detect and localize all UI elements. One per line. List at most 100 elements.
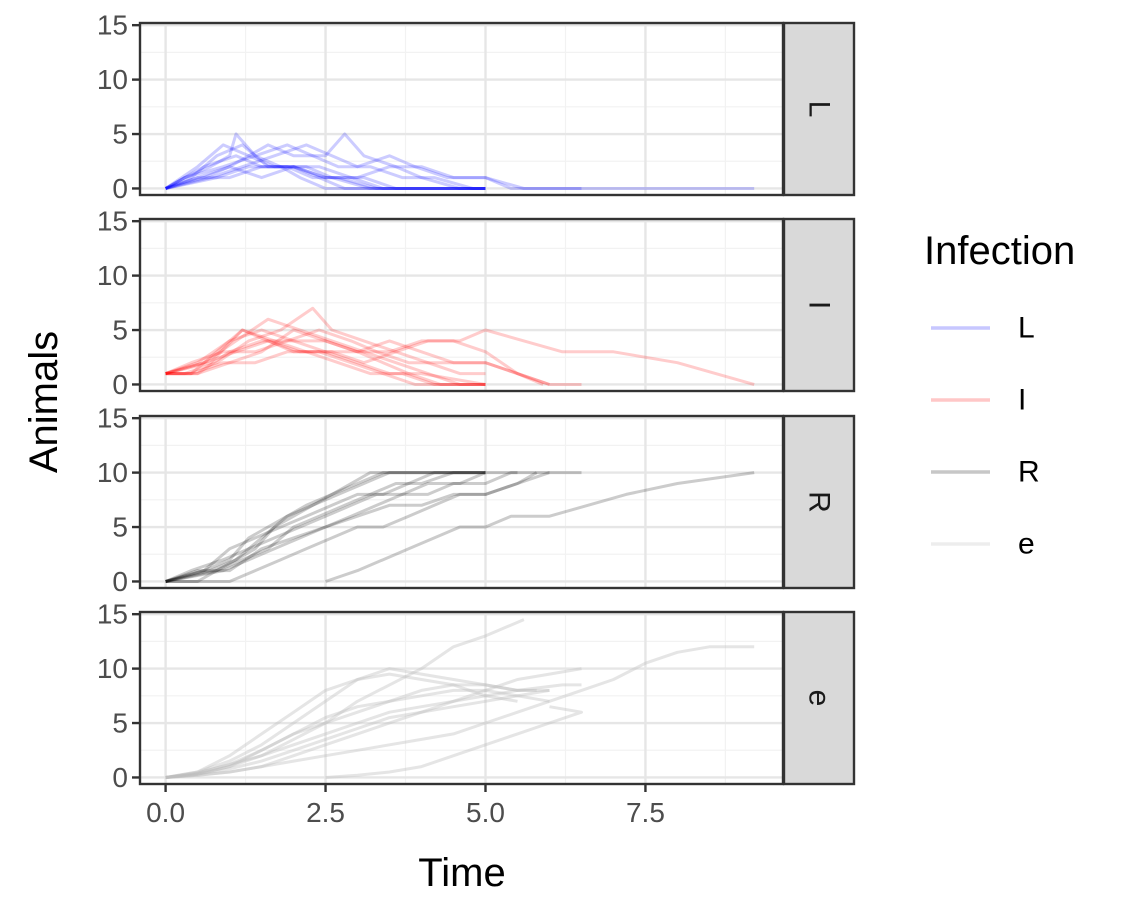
series-line-R-run-5 (165, 471, 582, 583)
series-line-I-run-2 (165, 328, 582, 386)
y-tick-label: 15 (97, 10, 128, 41)
facet-frame-I: I (138, 217, 856, 393)
series-line-L-run-8 (164, 154, 486, 190)
x-tick-label: 5.0 (466, 797, 505, 828)
legend-entry-e: e (931, 528, 1035, 561)
y-tick-label: 0 (112, 566, 128, 597)
y-tick-label: 10 (97, 653, 128, 684)
series-line-e-run-8 (165, 688, 537, 779)
legend-title: Infection (924, 229, 1075, 273)
series-line-R-run-3 (165, 471, 518, 583)
frames-layer: L I Re (138, 21, 856, 786)
series-line-R-run-2 (165, 471, 486, 583)
series-line-I-run-6 (165, 328, 544, 386)
series-line-R-run-8 (325, 471, 755, 583)
y-tick-label: 0 (112, 762, 128, 793)
strip-label-I: I (803, 301, 836, 309)
strip-label-e: e (803, 690, 836, 707)
legend-entry-R: R (931, 456, 1040, 489)
legend: Infection L I Re (924, 229, 1075, 561)
series-line-L-run-4 (165, 143, 486, 190)
y-axis-I: 0 5 10 15 (97, 206, 140, 400)
legend-entry-I: I (931, 384, 1026, 417)
x-tick-label: 7.5 (626, 797, 665, 828)
series-line-e-run-10 (165, 688, 550, 779)
x-axis: 0.0 2.5 5.0 7.5 (146, 784, 665, 828)
strip-label-R: R (803, 491, 836, 513)
series-line-I-run-8 (165, 339, 550, 386)
legend-entries: L I Re (931, 312, 1040, 561)
series-line-e-run-3 (165, 683, 582, 779)
strip-box-e (782, 610, 856, 786)
y-tick-label: 0 (112, 173, 128, 204)
strip-label-L: L (803, 101, 836, 118)
y-axis-e: 0 5 10 15 (97, 599, 140, 793)
y-tick-label: 0 (112, 369, 128, 400)
series-line-e-run-5 (165, 672, 518, 779)
series-line-R-run-9 (165, 471, 486, 583)
y-tick-label: 5 (112, 315, 128, 346)
series-line-L-run-1 (164, 132, 486, 190)
legend-label-I: I (1018, 384, 1026, 417)
facet-series-L (164, 132, 755, 190)
x-tick-label: 2.5 (306, 797, 345, 828)
series-line-I-run-10 (165, 350, 486, 386)
series-line-L-run-9 (165, 165, 486, 190)
facet-panel-R (140, 416, 783, 588)
y-tick-label: 10 (97, 260, 128, 291)
legend-entry-L: L (931, 312, 1035, 345)
series-line-I-run-5 (165, 328, 486, 386)
facet-series-I (165, 306, 755, 386)
y-tick-label: 5 (112, 119, 128, 150)
y-tick-label: 15 (97, 206, 128, 237)
legend-label-R: R (1018, 456, 1040, 489)
x-axis-title: Time (418, 851, 505, 895)
series-line-L-run-2 (164, 143, 486, 190)
facet-panel-L (140, 23, 783, 195)
series-line-R-run-10 (165, 471, 550, 583)
series-line-e-run-9 (325, 705, 583, 779)
y-axis-R: 0 5 10 15 (97, 403, 140, 597)
y-tick-label: 5 (112, 708, 128, 739)
y-axis-L: 0 5 10 15 (97, 10, 140, 204)
series-line-L-run-3 (165, 132, 486, 190)
series-line-L-run-7 (165, 143, 582, 190)
facet-panel-e (140, 612, 783, 784)
y-tick-label: 10 (97, 64, 128, 95)
y-axis-title: Animals (22, 331, 66, 473)
series-line-R-run-7 (165, 471, 538, 583)
y-tick-label: 15 (97, 599, 128, 630)
series-line-I-run-7 (165, 328, 486, 386)
strip-box-R (782, 414, 856, 590)
series-line-L-run-10 (165, 165, 486, 190)
series-line-R-run-6 (165, 471, 486, 583)
facet-frame-L: L (138, 21, 856, 197)
series-line-I-run-4 (165, 328, 755, 386)
y-tick-label: 10 (97, 457, 128, 488)
facet-frame-e: e (138, 610, 856, 786)
legend-label-e: e (1018, 528, 1035, 561)
panels-layer (140, 23, 783, 784)
facet-series-e (165, 618, 755, 779)
series-line-R-run-1 (165, 471, 486, 583)
series-line-I-run-1 (165, 328, 486, 386)
series-line-I-run-3 (165, 306, 486, 376)
series-line-e-run-6 (165, 688, 550, 779)
facet-panel-I (140, 219, 783, 391)
facet-series-R (165, 471, 755, 583)
series-line-L-run-5 (165, 165, 755, 190)
series-line-I-run-9 (165, 317, 486, 386)
x-tick-label: 0.0 (146, 797, 185, 828)
series-line-e-run-2 (165, 618, 525, 779)
series-line-e-run-7 (165, 667, 582, 779)
y-tick-label: 15 (97, 403, 128, 434)
series-line-R-run-4 (165, 471, 486, 583)
series-line-L-run-6 (164, 143, 486, 190)
lines-layer (164, 132, 755, 779)
y-tick-label: 5 (112, 512, 128, 543)
legend-label-L: L (1018, 312, 1035, 345)
strip-box-I (782, 217, 856, 393)
series-line-e-run-4 (165, 645, 755, 779)
